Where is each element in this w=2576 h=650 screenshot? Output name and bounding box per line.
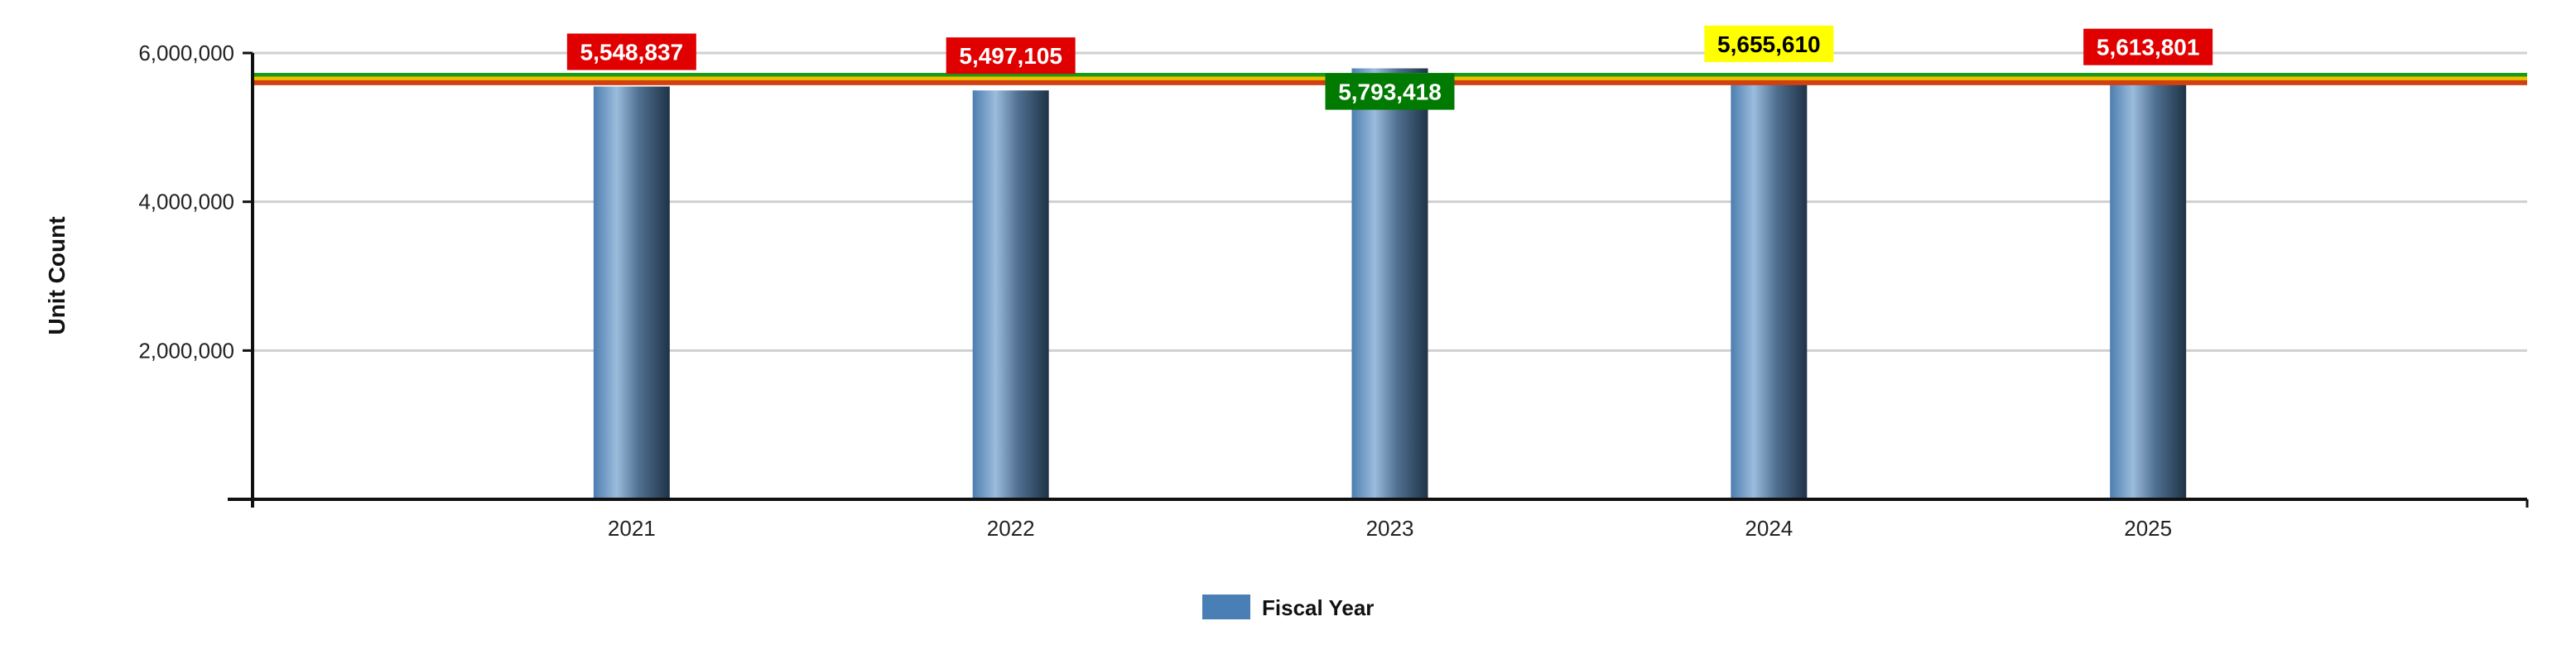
y-axis-title: Unit Count	[44, 216, 70, 335]
data-label-2022: 5,497,105	[946, 37, 1076, 75]
data-label-text-2022: 5,497,105	[959, 43, 1062, 69]
bar-2025	[2110, 81, 2187, 499]
data-label-2023: 5,793,418	[1325, 73, 1455, 110]
x-tick-label-2021: 2021	[608, 516, 656, 541]
y-tick-label-1: 2,000,000	[138, 338, 234, 363]
data-label-text-2025: 5,613,801	[2097, 35, 2200, 60]
data-label-box-2022	[946, 37, 1076, 75]
data-label-text-2024: 5,655,610	[1717, 31, 1821, 57]
data-label-2024: 5,655,610	[1704, 25, 1834, 62]
x-tick-label-2022: 2022	[987, 516, 1035, 541]
data-labels: 5,548,837 5,497,105 5,793,418 5,655,610 5,61…	[566, 25, 2213, 110]
data-label-box-2021	[566, 33, 696, 70]
x-tick-labels: 2021 2022 2023 2024 2025	[608, 516, 2172, 541]
legend-label: Fiscal Year	[1262, 595, 1374, 620]
data-label-2021: 5,548,837	[566, 33, 696, 70]
bar-2021	[593, 86, 670, 499]
bars	[593, 68, 2187, 500]
data-label-box-2023	[1325, 73, 1455, 110]
data-label-2025: 5,613,801	[2083, 28, 2213, 65]
data-label-text-2023: 5,793,418	[1338, 79, 1442, 105]
y-tick-label-3: 6,000,000	[138, 41, 234, 65]
data-label-box-2024	[1704, 25, 1834, 62]
x-tick-label-2024: 2024	[1745, 516, 1793, 541]
bar-2022	[972, 90, 1049, 500]
y-tick-label-2: 4,000,000	[138, 190, 234, 214]
bar-2024	[1731, 78, 1808, 500]
data-label-text-2021: 5,548,837	[580, 40, 684, 65]
axes	[228, 51, 2529, 508]
data-label-box-2025	[2083, 28, 2213, 65]
legend: Fiscal Year	[1202, 595, 1374, 620]
y-tick-labels: 2,000,000 4,000,000 6,000,000	[138, 41, 234, 363]
x-tick-label-2025: 2025	[2124, 516, 2172, 541]
legend-swatch	[1202, 595, 1250, 619]
bar-2023	[1351, 68, 1428, 499]
x-tick-label-2023: 2023	[1366, 516, 1414, 541]
